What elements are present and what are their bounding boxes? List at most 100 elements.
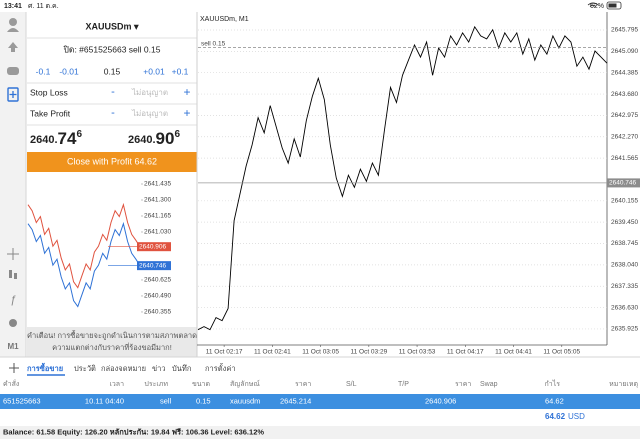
crosshair-icon[interactable] xyxy=(7,248,19,260)
bid-prefix: 2640. xyxy=(30,134,58,146)
price-tag-label: 2640.906 xyxy=(139,243,166,250)
tab[interactable]: ข่าว xyxy=(152,364,166,373)
total-profit: 64.62 xyxy=(545,412,566,421)
column-header: สัญลักษณ์ xyxy=(230,380,260,388)
volume-button[interactable]: +0.1 xyxy=(172,66,189,76)
ask-sup: 6 xyxy=(174,129,180,140)
tab[interactable]: ประวัติ xyxy=(74,364,96,373)
y-tick-label: 2641.030 xyxy=(144,229,171,236)
tab[interactable]: การตั้งค่า xyxy=(205,363,236,373)
stop-loss-value[interactable]: ไม่อนุญาต xyxy=(131,88,168,97)
y-tick-label: 2636.630 xyxy=(611,304,638,311)
warning-line: ความแตกต่างกับราคาที่ร้องขอมีมาก! xyxy=(52,342,172,352)
price-tag xyxy=(607,178,640,188)
column-header: S/L xyxy=(346,381,357,388)
price-line xyxy=(197,25,608,331)
y-tick-label: 2641.435 xyxy=(144,181,171,188)
cell: 10.11 04:40 xyxy=(85,396,124,405)
warning-line: คำเตือน! การซื้อขายจะถูกดำเนินการตามสภาพ… xyxy=(27,330,197,340)
cell: sell xyxy=(160,396,172,405)
column-header: หมายเหตุ xyxy=(609,381,638,388)
cell: 0.15 xyxy=(196,396,211,405)
y-tick-label: 2645.795 xyxy=(611,27,638,34)
column-header: ประเภท xyxy=(144,381,168,388)
take-profit-value[interactable]: ไม่อนุญาต xyxy=(131,109,168,118)
column-header: กำไร xyxy=(545,379,561,388)
y-tick-label: 2640.155 xyxy=(611,198,638,205)
timeframe-button[interactable]: M1 xyxy=(7,342,19,351)
y-tick-label: 2637.335 xyxy=(611,283,638,290)
symbol-selector[interactable]: XAUUSDm ▾ xyxy=(85,21,139,31)
accounts-icon[interactable] xyxy=(9,18,17,26)
price-tag xyxy=(137,261,171,271)
new-order-icon[interactable] xyxy=(7,87,19,102)
cell: 651525663 xyxy=(3,396,41,405)
y-tick-label: 2639.450 xyxy=(611,219,638,226)
y-tick-label: 2645.090 xyxy=(611,48,638,55)
bid-price: 2640.746 xyxy=(30,129,82,149)
y-tick-label: 2638.040 xyxy=(611,262,638,269)
y-tick-label: 2641.300 xyxy=(144,197,171,204)
stop-loss-minus[interactable]: - xyxy=(111,86,115,98)
tab[interactable]: บันทึก xyxy=(172,364,191,373)
take-profit-label: Take Profit xyxy=(30,108,71,118)
y-tick-label: 2642.975 xyxy=(611,112,638,119)
volume-button: 0.15 xyxy=(104,66,121,76)
volume-button[interactable]: -0.1 xyxy=(36,66,51,76)
cell: 2640.906 xyxy=(425,396,456,405)
cell: xauusdm xyxy=(230,396,260,405)
ask-big: 90 xyxy=(156,129,175,148)
x-tick-label: 11 Oct 03:29 xyxy=(350,349,387,356)
column-header: คำสั่ง xyxy=(3,379,19,388)
volume-button[interactable]: -0.01 xyxy=(59,66,79,76)
indicator-icon[interactable] xyxy=(9,270,12,278)
x-tick-label: 11 Oct 04:41 xyxy=(495,349,532,356)
battery-icon xyxy=(606,1,622,10)
price-tag xyxy=(137,242,171,252)
column-header: ราคา xyxy=(295,381,311,388)
add-button[interactable] xyxy=(9,363,19,373)
balance-text: Balance: 61.58 Equity: 126.20 หลักประกัน… xyxy=(3,427,264,436)
close-button-label[interactable]: Close with Profit 64.62 xyxy=(67,156,157,166)
x-tick-label: 11 Oct 05:05 xyxy=(543,349,580,356)
column-header: เวลา xyxy=(109,381,124,388)
y-tick-label: 2640.490 xyxy=(144,293,171,300)
take-profit-plus[interactable]: + xyxy=(183,106,190,120)
tab[interactable]: กล่องจดหมาย xyxy=(101,364,146,373)
y-tick-label: 2641.165 xyxy=(144,213,171,220)
selected-row[interactable] xyxy=(0,394,640,409)
status-date: ศ. 11 ต.ค. xyxy=(28,3,59,10)
status-battery: 62% xyxy=(590,3,604,10)
bid-big: 74 xyxy=(58,129,77,148)
y-tick-label: 2638.745 xyxy=(611,240,638,247)
chat-icon[interactable] xyxy=(7,67,19,75)
order-panel xyxy=(27,12,197,175)
ask-prefix: 2640. xyxy=(128,134,156,146)
status-time: 13:41 xyxy=(4,3,22,10)
x-tick-label: 11 Oct 02:41 xyxy=(254,349,291,356)
column-header: ขนาด xyxy=(192,381,210,388)
column-header: ราคา xyxy=(455,381,471,388)
x-tick-label: 11 Oct 03:05 xyxy=(302,349,339,356)
x-tick-label: 11 Oct 03:53 xyxy=(399,349,436,356)
x-tick-label: 11 Oct 02:17 xyxy=(206,349,243,356)
battery-level xyxy=(608,3,617,8)
column-header: T/P xyxy=(398,381,409,388)
price-line xyxy=(27,221,141,308)
total-currency: USD xyxy=(568,412,585,421)
volume-button[interactable]: +0.01 xyxy=(143,66,165,76)
wifi-icon xyxy=(587,2,599,7)
price-tag-label: 2640.746 xyxy=(609,180,636,187)
close-button[interactable] xyxy=(27,152,197,172)
take-profit-minus[interactable]: - xyxy=(111,107,115,119)
y-tick-label: 2643.680 xyxy=(611,91,638,98)
ask-price: 2640.906 xyxy=(128,129,180,149)
stop-loss-plus[interactable]: + xyxy=(183,85,190,99)
function-icon[interactable]: ƒ xyxy=(10,294,16,306)
tab[interactable]: การซื้อขาย xyxy=(27,362,63,373)
objects-icon[interactable] xyxy=(9,319,17,327)
trade-icon[interactable] xyxy=(8,42,18,52)
accounts-icon-body xyxy=(7,28,19,32)
y-tick-label: 2642.270 xyxy=(611,133,638,140)
x-tick-label: 11 Oct 04:17 xyxy=(447,349,484,356)
